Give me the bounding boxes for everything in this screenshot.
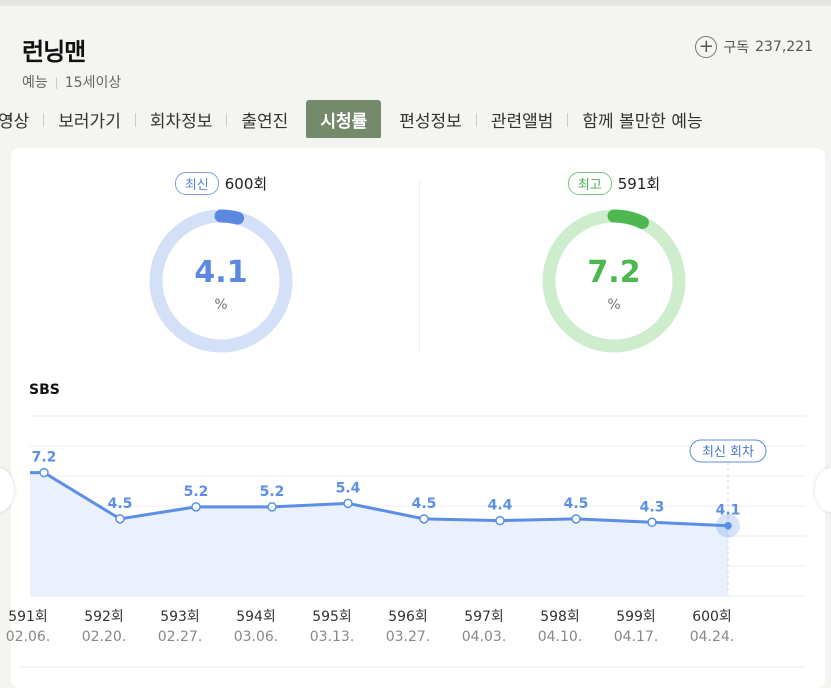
subscribe-button[interactable]: + 구독 237,221 <box>695 36 813 58</box>
latest-rating-ring: 4.1 % <box>141 201 301 361</box>
data-point[interactable] <box>419 514 429 524</box>
x-tick-episode: 591회 <box>8 609 48 625</box>
data-value-label: 4.5 <box>564 496 589 512</box>
x-tick-episode: 596회 <box>388 609 428 625</box>
data-value-label: 4.5 <box>108 496 133 512</box>
latest-episode-tag-text: 최신 회차 <box>702 445 754 460</box>
program-title: 런닝맨 <box>22 38 86 66</box>
tab-list: 영상 보러가기 회차정보 출연진 시청률 편성정보 관련앨범 함께 볼만한 예능 <box>0 100 715 138</box>
data-value-label: 7.2 <box>32 450 57 466</box>
chart-prev-button[interactable] <box>0 468 14 512</box>
tab-divider <box>134 112 136 127</box>
data-point[interactable] <box>571 514 581 524</box>
chevron-left-icon[interactable]: ‹ <box>6 104 14 128</box>
x-tick-date: 03.27. <box>386 629 431 645</box>
x-tick-date: 04.24. <box>690 629 735 645</box>
latest-rating-unit: % <box>214 297 228 313</box>
data-value-label: 4.3 <box>640 499 665 515</box>
ratings-card: 최신 600회 4.1 % 최고 591회 7.2 % SBS <box>11 148 825 688</box>
latest-rating-panel: 최신 600회 4.1 % <box>141 172 301 361</box>
tab-item[interactable]: 출연진 <box>241 112 289 132</box>
genre-label: 예능 <box>22 75 48 91</box>
data-point[interactable] <box>267 502 277 512</box>
tab-item[interactable]: 영상 <box>0 112 30 132</box>
data-value-label: 5.2 <box>184 484 209 500</box>
age-rating: 15세이상 <box>64 75 122 91</box>
tab-item[interactable]: 관련앨범 <box>490 112 554 132</box>
tab-item[interactable]: 보러가기 <box>58 112 121 132</box>
top-border <box>0 0 831 6</box>
tab-item[interactable]: 회차정보 <box>149 112 213 132</box>
best-rating-label: 최고 591회 <box>534 172 694 195</box>
data-point[interactable] <box>647 517 657 528</box>
tab-divider <box>226 112 228 127</box>
best-rating-unit: % <box>607 297 621 313</box>
tab-item[interactable]: 시청률 <box>306 100 382 138</box>
x-tick-date: 02.06. <box>6 629 51 645</box>
subscriber-count: 237,221 <box>755 39 813 55</box>
x-tick-episode: 593회 <box>160 609 200 625</box>
best-episode: 591회 <box>617 175 661 193</box>
best-rating-panel: 최고 591회 7.2 % <box>534 172 694 361</box>
channel-name: SBS <box>29 382 60 398</box>
x-tick-episode: 598회 <box>540 609 580 625</box>
latest-badge: 최신 <box>174 172 219 195</box>
series-area <box>30 472 728 596</box>
best-badge: 최고 <box>567 172 612 195</box>
panel-divider <box>419 180 420 352</box>
tab-item[interactable]: 함께 볼만한 예능 <box>582 112 703 132</box>
program-meta: 예능 15세이상 <box>22 72 121 92</box>
data-value-label: 5.4 <box>336 480 361 496</box>
program-header: 런닝맨 예능 15세이상 + 구독 237,221 <box>0 6 831 146</box>
data-point[interactable] <box>495 515 505 526</box>
ring-progress-arc <box>542 209 686 353</box>
data-point[interactable] <box>115 514 125 524</box>
x-tick-episode: 592회 <box>84 609 124 625</box>
tab-divider <box>475 112 477 127</box>
data-point[interactable] <box>191 502 201 512</box>
latest-ring-graphic <box>149 209 293 353</box>
x-tick-date: 04.10. <box>538 629 583 645</box>
latest-episode-tag <box>689 439 767 463</box>
meta-divider <box>55 77 57 89</box>
subscribe-label: 구독 <box>723 40 750 56</box>
data-point[interactable] <box>343 498 353 509</box>
best-rating-ring: 7.2 % <box>534 201 694 361</box>
data-value-label: 4.5 <box>412 496 437 512</box>
x-tick-date: 03.13. <box>310 629 355 645</box>
ring-progress-arc <box>149 209 293 353</box>
data-value-label: 4.1 <box>716 503 741 519</box>
latest-episode: 600회 <box>224 175 268 193</box>
x-tick-episode: 597회 <box>464 609 504 625</box>
best-ring-graphic <box>542 209 686 353</box>
data-value-label: 4.4 <box>488 498 513 514</box>
x-tick-episode: 594회 <box>236 609 276 625</box>
best-rating-value: 7.2 <box>587 255 641 290</box>
latest-rating-label: 최신 600회 <box>141 172 301 195</box>
x-tick-episode: 600회 <box>692 609 732 625</box>
x-tick-date: 04.17. <box>614 629 659 645</box>
tab-divider <box>43 112 45 127</box>
data-point[interactable] <box>724 521 732 530</box>
data-value-label: 5.2 <box>260 484 285 500</box>
chart-next-button[interactable] <box>815 468 831 512</box>
x-tick-episode: 599회 <box>616 609 656 625</box>
x-tick-date: 04.03. <box>462 629 507 645</box>
x-tick-date: 02.20. <box>82 629 127 645</box>
tab-divider <box>567 112 569 127</box>
tab-bar: ‹ 영상 보러가기 회차정보 출연진 시청률 편성정보 관련앨범 함께 볼만한 예능 <box>0 92 831 138</box>
x-tick-date: 03.06. <box>234 629 279 645</box>
x-tick-episode: 595회 <box>312 609 352 625</box>
plus-icon: + <box>695 36 718 58</box>
tab-item[interactable]: 편성정보 <box>399 112 462 132</box>
data-point[interactable] <box>39 467 49 478</box>
x-tick-date: 02.27. <box>158 629 203 645</box>
latest-rating-value: 4.1 <box>194 255 248 290</box>
